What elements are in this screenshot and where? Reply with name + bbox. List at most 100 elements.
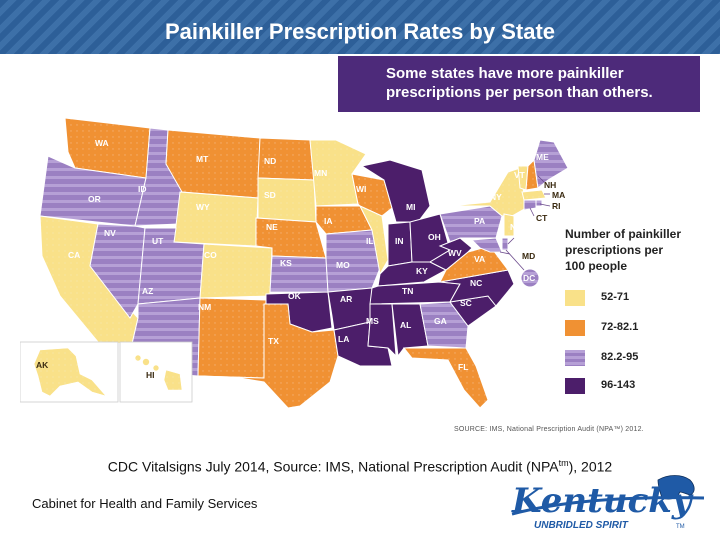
state-pa[interactable] (439, 205, 503, 243)
legend-title-line-3: 100 people (565, 259, 628, 273)
label-nc: NC (470, 278, 482, 288)
label-wi: WI (356, 184, 366, 194)
legend-swatch-dark (565, 378, 585, 394)
label-mn: MN (314, 168, 327, 178)
label-az: AZ (142, 286, 153, 296)
label-nh: NH (544, 180, 556, 190)
label-de: DE (522, 234, 534, 244)
state-ri[interactable] (535, 199, 543, 207)
kentucky-logo: Kentucky UNBRIDLED SPIRIT TM (511, 475, 705, 531)
label-ca: CA (68, 250, 80, 260)
logo-tm: TM (676, 524, 685, 530)
hawaii-inset (119, 341, 193, 403)
label-md: MD (522, 251, 535, 261)
legend-title-line-1: Number of painkiller (565, 227, 682, 241)
label-id: ID (138, 184, 147, 194)
label-co: CO (204, 250, 217, 260)
legend-item-82-95: 82.2-95 (565, 350, 685, 368)
label-or: OR (88, 194, 101, 204)
logo-tagline: UNBRIDLED SPIRIT (534, 520, 629, 531)
label-ne: NE (266, 222, 278, 232)
label-fl: FL (458, 362, 468, 372)
label-mi: MI (406, 202, 415, 212)
label-vt: VT (514, 170, 526, 180)
state-sd[interactable] (257, 177, 317, 223)
label-nj: NJ (510, 222, 521, 232)
state-fl[interactable] (402, 347, 489, 409)
legend-label: 82.2-95 (601, 351, 639, 363)
state-tn[interactable] (369, 281, 461, 305)
legend-title-line-2: prescriptions per (565, 243, 664, 257)
label-tx: TX (268, 336, 279, 346)
state-mt[interactable] (165, 129, 261, 199)
citation-text: CDC Vitalsigns July 2014, Source: IMS, N… (107, 458, 559, 475)
state-nj[interactable] (503, 213, 515, 237)
label-nm: NM (198, 302, 211, 312)
label-il: IL (366, 236, 374, 246)
legend-title: Number of painkiller prescriptions per 1… (565, 226, 695, 274)
state-labels: WA OR CA ID NV MT WY UT AZ CO NM ND SD N… (36, 138, 565, 380)
label-ks: KS (280, 258, 292, 268)
label-ri: RI (552, 201, 561, 211)
label-ct: CT (536, 213, 548, 223)
cabinet-label: Cabinet for Health and Family Services (32, 496, 258, 511)
legend-swatch-orange (565, 320, 585, 336)
label-ma: MA (552, 190, 565, 200)
label-ms: MS (366, 316, 379, 326)
label-me: ME (536, 152, 549, 162)
citation-tail: ), 2012 (568, 458, 613, 475)
legend-label: 52-71 (601, 291, 630, 303)
banner-line-2: prescriptions per person than others. (386, 84, 653, 101)
label-ut: UT (152, 236, 164, 246)
label-sc: SC (460, 298, 472, 308)
label-sd: SD (264, 190, 276, 200)
state-il[interactable] (358, 204, 389, 276)
label-hi: HI (146, 370, 155, 380)
label-ok: OK (288, 291, 302, 301)
citation: CDC Vitalsigns July 2014, Source: IMS, N… (0, 458, 720, 475)
legend-label: 72-82.1 (601, 321, 639, 333)
state-me[interactable] (533, 139, 569, 189)
label-ky: KY (416, 266, 428, 276)
state-hi[interactable] (134, 354, 183, 391)
state-al[interactable] (391, 303, 429, 358)
state-ak[interactable] (33, 347, 107, 397)
label-tn: TN (402, 286, 413, 296)
state-wy[interactable] (173, 191, 259, 247)
label-va: VA (474, 254, 485, 264)
state-ct[interactable] (523, 199, 537, 211)
label-mt: MT (196, 154, 209, 164)
state-ga[interactable] (419, 301, 469, 349)
state-md[interactable] (470, 237, 503, 253)
label-wa: WA (95, 138, 109, 148)
label-ak: AK (36, 360, 49, 370)
state-de[interactable] (501, 237, 509, 251)
state-ks[interactable] (269, 255, 329, 293)
state-dc[interactable] (520, 268, 540, 288)
label-dc: DC (523, 273, 535, 283)
citation-sup: tm (558, 458, 569, 468)
state-tx[interactable] (197, 303, 339, 409)
state-ma[interactable] (521, 189, 547, 201)
headline-banner: Some states have more painkiller prescri… (338, 56, 700, 112)
legend-swatch-yellow (565, 290, 585, 306)
map-panel: WA OR CA ID NV MT WY UT AZ CO NM ND SD N… (20, 56, 700, 440)
label-wv: WV (448, 248, 462, 258)
label-nv: NV (104, 228, 116, 238)
label-pa: PA (474, 216, 485, 226)
label-ar: AR (340, 294, 352, 304)
state-wv[interactable] (428, 237, 473, 271)
source-note: SOURCE: IMS, National Prescription Audit… (454, 426, 644, 433)
label-ny: NY (490, 192, 502, 202)
label-in: IN (395, 236, 404, 246)
legend-swatch-purple (565, 350, 585, 366)
legend-item-72-82: 72-82.1 (565, 320, 685, 338)
legend-item-96-143: 96-143 (565, 378, 685, 396)
page-title: Painkiller Prescription Rates by State (164, 19, 556, 44)
label-ga: GA (434, 316, 447, 326)
us-map: WA OR CA ID NV MT WY UT AZ CO NM ND SD N… (20, 117, 569, 409)
label-al: AL (400, 320, 411, 330)
logo-wordmark: Kentucky (511, 481, 694, 521)
label-oh: OH (428, 232, 441, 242)
